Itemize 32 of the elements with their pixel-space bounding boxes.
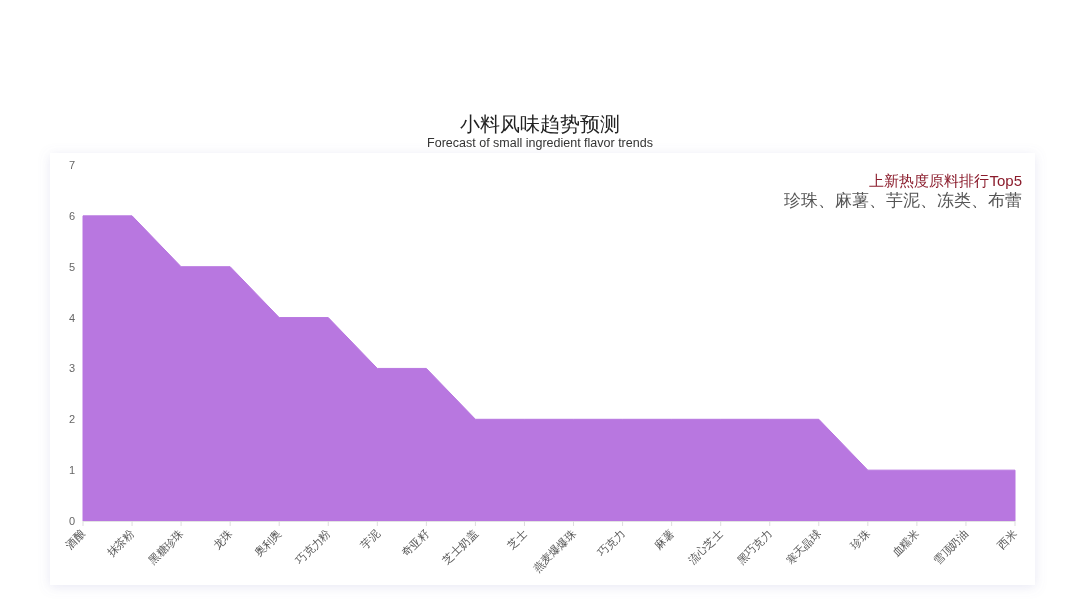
ytick-label: 7 xyxy=(68,159,76,171)
ytick-label: 4 xyxy=(68,311,76,324)
xtick-label: 流心芝士 xyxy=(685,526,726,567)
xtick-label: 抹茶粉 xyxy=(104,526,137,559)
xtick-label: 寒天晶球 xyxy=(783,526,824,567)
xtick-label: 巧克力粉 xyxy=(293,526,333,567)
xtick-label: 珍珠 xyxy=(848,526,873,551)
xtick-label: 雪顶奶油 xyxy=(930,526,971,567)
ytick-label: 1 xyxy=(68,464,76,477)
ytick-label: 6 xyxy=(68,209,76,222)
subtitle: Forecast of small ingredient flavor trends xyxy=(427,136,653,150)
xtick-label: 黑糖珍珠 xyxy=(145,526,186,567)
ytick-label: 3 xyxy=(68,362,76,375)
ytick-label: 5 xyxy=(68,260,76,273)
xtick-label: 黑巧克力 xyxy=(734,526,775,567)
xtick-label: 芝士奶盖 xyxy=(440,526,480,567)
annotation: 上新热度原料排行Top5 xyxy=(869,172,1022,189)
xtick-label: 麻薯 xyxy=(652,526,677,551)
title: 小料风味趋势预测 xyxy=(460,113,620,135)
annotation: 珍珠、麻薯、芋泥、冻类、布蕾 xyxy=(784,191,1022,209)
ytick-label: 0 xyxy=(68,515,76,527)
xtick-label: 血糯米 xyxy=(889,526,922,559)
xtick-label: 龙珠 xyxy=(210,526,235,551)
xtick-label: 奥利奥 xyxy=(251,526,284,559)
xtick-label: 燕麦爆爆珠 xyxy=(530,526,578,575)
xtick-label: 酒酿 xyxy=(63,526,88,551)
xtick-label: 奇亚籽 xyxy=(398,526,431,559)
xtick-label: 西米 xyxy=(995,526,1020,551)
xtick-label: 巧克力 xyxy=(595,526,627,559)
xtick-label: 芋泥 xyxy=(357,526,382,551)
xtick-label: 芝士 xyxy=(504,526,529,551)
ytick-label: 2 xyxy=(68,413,76,426)
